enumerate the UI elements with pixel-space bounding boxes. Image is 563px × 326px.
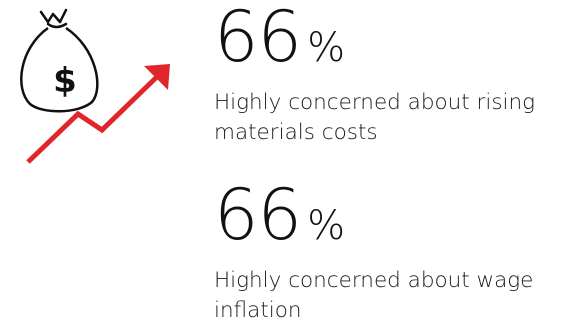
- stat-description: Highly concerned about rising materials …: [214, 90, 536, 145]
- trend-up-arrow-icon: [26, 68, 166, 164]
- money-bag-trend-icon: $: [8, 4, 178, 170]
- arrow-head-icon: [144, 64, 170, 90]
- stat-value: 66 %: [214, 180, 559, 260]
- dollar-symbol: $: [53, 61, 77, 101]
- money-bag-icon: $: [20, 8, 170, 164]
- stat-unit: %: [307, 203, 346, 249]
- stat-unit: %: [307, 25, 346, 71]
- stat-description: Highly concerned about wage inflation: [214, 268, 534, 323]
- stat-number: 66: [214, 0, 302, 78]
- stat-value: 66 %: [214, 2, 559, 82]
- stat-number: 66: [214, 174, 302, 256]
- stat-materials-costs: 66 % Highly concerned about rising mater…: [214, 2, 559, 148]
- stat-wage-inflation: 66 % Highly concerned about wage inflati…: [214, 180, 559, 326]
